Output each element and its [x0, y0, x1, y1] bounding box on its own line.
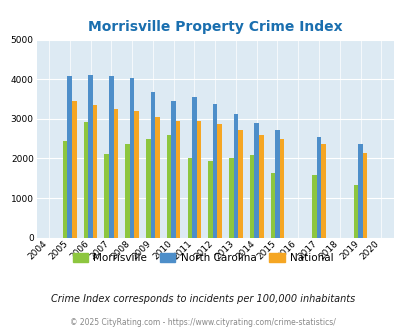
- Bar: [311, 175, 316, 238]
- Bar: [192, 97, 196, 238]
- Bar: [208, 161, 212, 238]
- Bar: [175, 121, 180, 238]
- Bar: [113, 109, 118, 238]
- Bar: [125, 144, 130, 238]
- Bar: [93, 105, 97, 238]
- Bar: [130, 78, 134, 238]
- Bar: [171, 101, 175, 238]
- Title: Morrisville Property Crime Index: Morrisville Property Crime Index: [87, 20, 342, 34]
- Bar: [67, 76, 72, 238]
- Bar: [212, 104, 217, 238]
- Bar: [72, 101, 77, 238]
- Bar: [353, 184, 358, 238]
- Bar: [254, 123, 258, 238]
- Bar: [166, 135, 171, 238]
- Bar: [196, 121, 201, 238]
- Bar: [88, 75, 93, 238]
- Bar: [233, 115, 238, 238]
- Bar: [109, 76, 113, 238]
- Bar: [362, 153, 367, 238]
- Bar: [187, 158, 192, 238]
- Bar: [146, 139, 150, 238]
- Text: © 2025 CityRating.com - https://www.cityrating.com/crime-statistics/: © 2025 CityRating.com - https://www.city…: [70, 318, 335, 327]
- Bar: [316, 137, 320, 238]
- Bar: [249, 155, 254, 238]
- Bar: [238, 130, 242, 238]
- Bar: [275, 130, 279, 238]
- Bar: [228, 158, 233, 238]
- Bar: [279, 139, 283, 238]
- Bar: [270, 173, 275, 238]
- Bar: [358, 144, 362, 238]
- Bar: [134, 111, 139, 238]
- Text: Crime Index corresponds to incidents per 100,000 inhabitants: Crime Index corresponds to incidents per…: [51, 294, 354, 304]
- Bar: [155, 117, 159, 238]
- Legend: Morrisville, North Carolina, National: Morrisville, North Carolina, National: [68, 248, 337, 267]
- Bar: [104, 154, 109, 238]
- Bar: [150, 92, 155, 238]
- Bar: [63, 141, 67, 238]
- Bar: [320, 144, 325, 238]
- Bar: [217, 124, 222, 238]
- Bar: [258, 135, 263, 238]
- Bar: [83, 122, 88, 238]
